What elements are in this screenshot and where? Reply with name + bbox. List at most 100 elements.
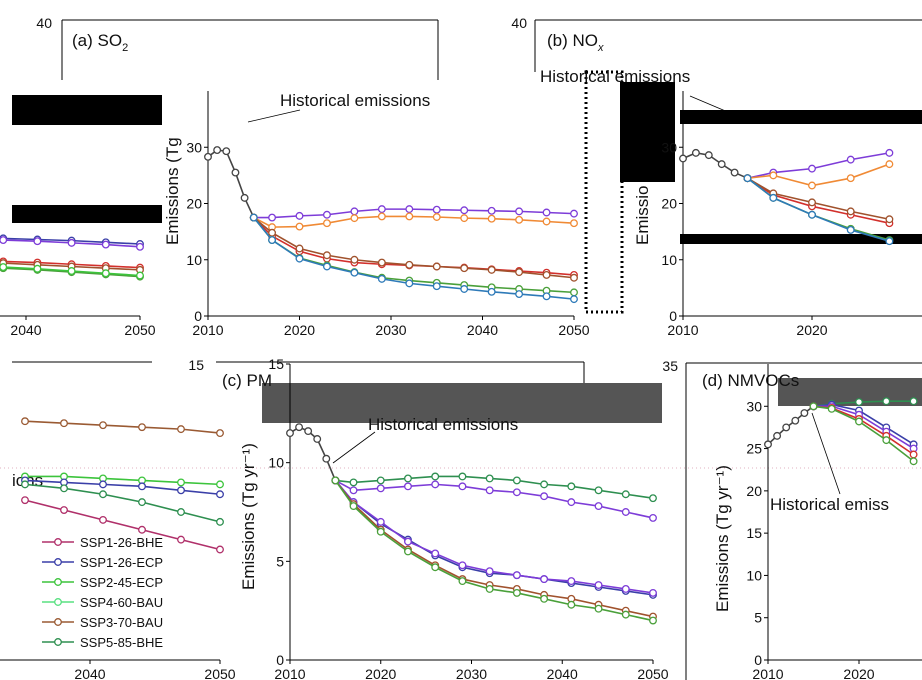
data-point-SSP5-85-BHE bbox=[404, 474, 412, 483]
data-point-orange bbox=[846, 174, 855, 183]
data-point-purple bbox=[295, 211, 304, 220]
data-point-purple bbox=[621, 585, 630, 593]
data-point-green bbox=[809, 402, 818, 411]
data-point-SSP5-85-BHE bbox=[21, 480, 29, 489]
data-point-SSP1-26-BHE bbox=[177, 535, 185, 544]
data-point-brown bbox=[350, 255, 359, 264]
data-point-purple bbox=[460, 206, 469, 215]
ylabel-c: Emissions (Tg yr⁻¹) bbox=[239, 443, 258, 590]
y-tick-label: 0 bbox=[194, 308, 202, 324]
legend-swatch-marker bbox=[54, 538, 62, 546]
data-point-green bbox=[855, 417, 863, 426]
glitch-bar bbox=[620, 82, 675, 182]
glitch-bar bbox=[680, 110, 922, 124]
data-point-purple bbox=[487, 206, 496, 215]
title-b: (b) NOx bbox=[547, 31, 604, 54]
data-point-purple bbox=[515, 207, 524, 216]
data-point-brown bbox=[846, 207, 855, 216]
data-point-brown bbox=[432, 262, 441, 271]
data-point-green bbox=[621, 610, 630, 619]
data-point-SSP5-85-BHE bbox=[60, 484, 68, 493]
data-point-historical bbox=[782, 423, 791, 432]
series-line-green bbox=[813, 405, 915, 462]
data-point-SSP1-26-ECP bbox=[177, 486, 185, 495]
data-point-green bbox=[909, 457, 918, 466]
series-line-historical bbox=[289, 426, 337, 481]
data-point-blue bbox=[769, 193, 778, 202]
historical-annotations: Historical emissions Historical emission… bbox=[12, 67, 889, 514]
data-point-historical bbox=[213, 146, 222, 155]
data-point-green bbox=[376, 527, 385, 536]
data-point-green bbox=[458, 577, 467, 586]
hist-pointer-d bbox=[811, 412, 841, 495]
series-line-green bbox=[747, 177, 890, 241]
data-point-purple bbox=[349, 486, 358, 495]
data-point-SSP2-45-ECP bbox=[136, 271, 144, 280]
data-point-blue bbox=[377, 274, 386, 283]
data-point-orange bbox=[570, 219, 578, 228]
data-point-blue bbox=[808, 210, 816, 219]
data-point-green bbox=[567, 600, 576, 609]
data-point-green bbox=[331, 476, 340, 485]
data-point-brown bbox=[323, 251, 331, 260]
data-point-blue bbox=[885, 237, 894, 246]
y-tick-label: 25 bbox=[746, 441, 762, 457]
data-point-blue bbox=[350, 268, 359, 277]
legend-swatch-marker bbox=[54, 598, 62, 606]
data-point-orange bbox=[323, 219, 331, 228]
data-point-SSP3-70-BAU bbox=[60, 419, 68, 428]
x-tick-label: 2040 bbox=[467, 322, 498, 338]
data-point-SSP1-26-ECP bbox=[138, 482, 146, 491]
legend: SSP1-26-BHE SSP1-26-ECP SSP2-45-ECP SSP4-60… bbox=[42, 535, 163, 650]
data-point-purple bbox=[101, 240, 110, 249]
data-point-purple bbox=[432, 205, 441, 214]
data-point-purple bbox=[567, 577, 576, 586]
panel-2: 0 5 10 15 2010 2020 2030 2040 2050 bbox=[268, 356, 668, 680]
data-point-SSP2-45-ECP bbox=[33, 264, 42, 273]
data-point-SSP5-85-BHE bbox=[882, 397, 891, 406]
data-point-purple bbox=[621, 508, 630, 516]
data-point-SSP5-85-BHE bbox=[138, 498, 146, 507]
data-point-purple bbox=[649, 513, 657, 522]
data-point-orange bbox=[885, 160, 894, 169]
title-a: (a) SO2 bbox=[72, 31, 128, 54]
data-point-blue bbox=[432, 282, 441, 291]
legend-label: SSP1-26-ECP bbox=[80, 555, 163, 570]
y-tick-label: 10 bbox=[746, 567, 762, 583]
data-point-historical bbox=[231, 168, 240, 177]
y-tick-label: 10 bbox=[661, 252, 677, 268]
data-point-SSP5-85-BHE bbox=[376, 476, 385, 485]
legend-label: SSP5-85-BHE bbox=[80, 635, 163, 650]
x-tick-label: 2040 bbox=[10, 322, 41, 338]
data-point-SSP2-45-ECP bbox=[177, 478, 185, 487]
data-point-historical bbox=[717, 160, 726, 169]
tick-15-c: 15 bbox=[188, 357, 204, 373]
x-tick-label: 2010 bbox=[274, 666, 305, 680]
hist-label-d: Historical emiss bbox=[770, 495, 889, 514]
data-point-SSP3-70-BAU bbox=[138, 423, 146, 432]
data-point-SSP5-85-BHE bbox=[621, 490, 630, 499]
panel-4: 2040 2050 bbox=[0, 234, 156, 338]
legend-label: SSP3-70-BAU bbox=[80, 615, 163, 630]
data-point-blue bbox=[515, 290, 524, 299]
data-point-brown bbox=[515, 268, 524, 277]
x-tick-label: 2050 bbox=[204, 666, 235, 680]
data-point-green bbox=[349, 502, 358, 511]
data-point-SSP3-70-BAU bbox=[177, 425, 185, 434]
data-point-SSP5-85-BHE bbox=[431, 472, 440, 481]
panel-5: 2040 2050 bbox=[0, 417, 236, 680]
x-tick-label: 2010 bbox=[667, 322, 698, 338]
data-point-purple bbox=[512, 571, 521, 580]
x-tick-label: 2020 bbox=[843, 666, 874, 680]
data-point-SSP5-85-BHE bbox=[512, 476, 521, 485]
data-point-blue bbox=[846, 225, 855, 234]
data-point-brown bbox=[487, 265, 496, 274]
data-point-purple bbox=[485, 486, 494, 495]
data-point-green bbox=[512, 588, 521, 597]
data-point-purple bbox=[376, 517, 385, 526]
data-point-SSP5-85-BHE bbox=[909, 397, 918, 406]
data-point-purple bbox=[268, 213, 276, 222]
data-point-SSP5-85-BHE bbox=[485, 474, 494, 483]
